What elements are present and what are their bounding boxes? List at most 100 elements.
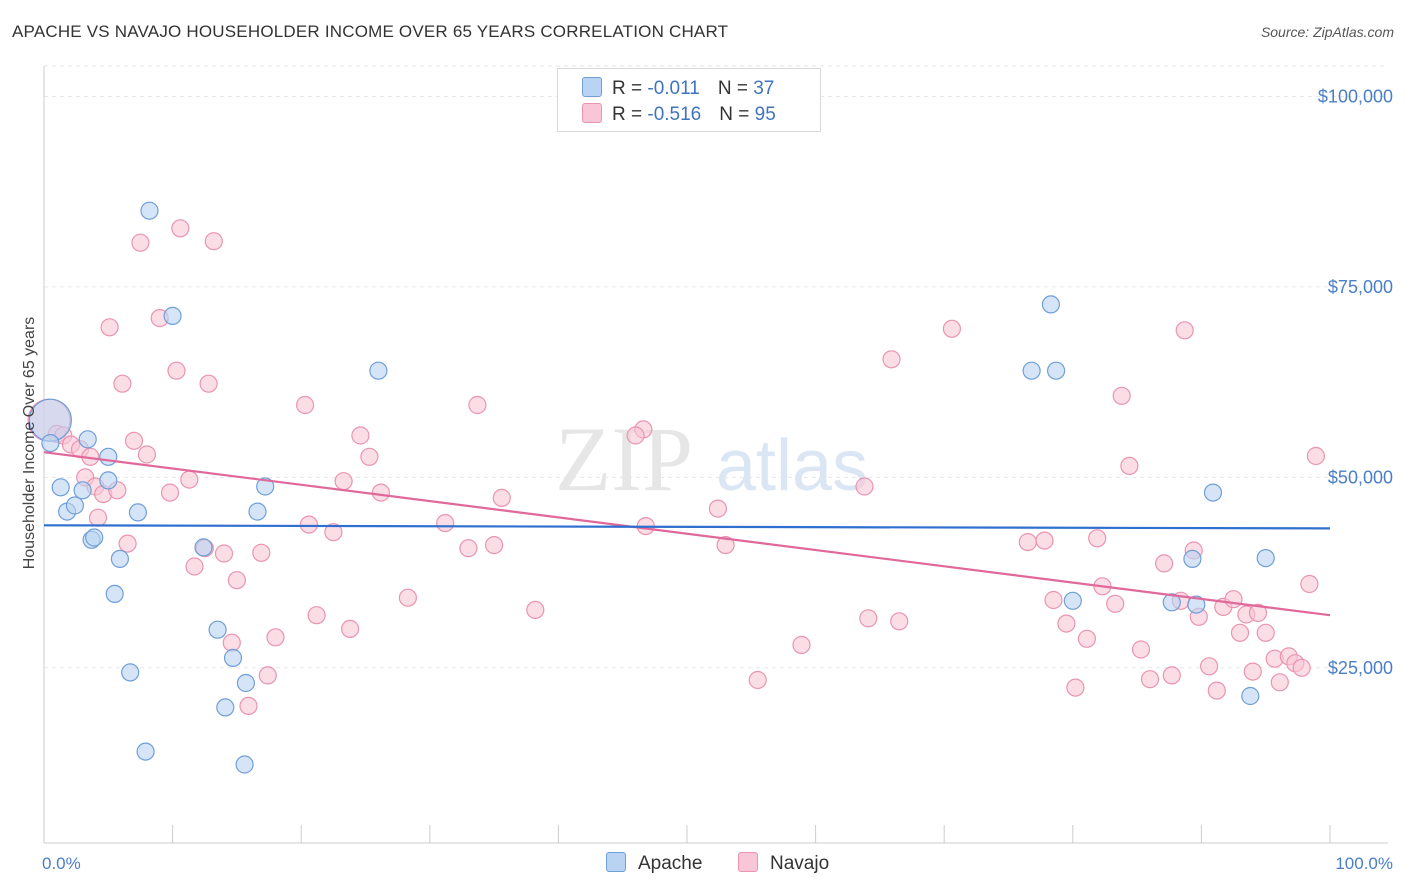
navajo-point bbox=[296, 395, 315, 415]
navajo-point bbox=[180, 470, 199, 489]
navajo-point bbox=[890, 612, 909, 631]
navajo-point bbox=[1207, 681, 1226, 700]
apache-point bbox=[235, 755, 254, 774]
apache-n-label: N = bbox=[717, 78, 754, 99]
apache-point bbox=[208, 620, 227, 639]
navajo-point bbox=[1120, 456, 1139, 475]
navajo-point bbox=[1292, 658, 1311, 677]
navajo-swatch bbox=[582, 103, 602, 123]
navajo-point bbox=[239, 696, 258, 716]
trend-lines bbox=[43, 451, 1331, 617]
navajo-point bbox=[748, 670, 767, 690]
navajo-point bbox=[468, 395, 487, 415]
legend-row-navajo: R = -0.516 N = 95 bbox=[582, 103, 776, 127]
navajo-point bbox=[299, 515, 318, 534]
apache-point bbox=[1063, 591, 1082, 610]
navajo-point bbox=[792, 635, 811, 655]
navajo-point bbox=[1140, 670, 1160, 689]
navajo-point bbox=[360, 447, 379, 466]
apache-point bbox=[140, 201, 159, 220]
y-tick-label: $25,000 bbox=[1328, 658, 1393, 678]
navajo-point bbox=[882, 350, 901, 369]
y-tick-label: $100,000 bbox=[1318, 86, 1393, 106]
apache-point bbox=[85, 528, 104, 547]
y-tick-labels: $25,000 $50,000 $75,000 $100,000 bbox=[1318, 86, 1393, 677]
navajo-point bbox=[1018, 532, 1037, 552]
apache-point bbox=[128, 503, 147, 522]
navajo-point bbox=[137, 445, 156, 464]
navajo-point bbox=[199, 374, 218, 393]
navajo-point bbox=[716, 535, 735, 555]
navajo-point bbox=[1270, 673, 1289, 692]
legend-row-apache: R = -0.011 N = 37 bbox=[582, 77, 774, 101]
source-label: Source: ZipAtlas.com bbox=[1260, 24, 1394, 40]
navajo-point bbox=[204, 232, 223, 251]
y-tick-label: $75,000 bbox=[1328, 277, 1393, 297]
navajo-point bbox=[855, 477, 874, 496]
navajo-point bbox=[307, 606, 326, 625]
navajo-point bbox=[124, 431, 144, 450]
navajo-point bbox=[252, 543, 271, 562]
x-tick-label-min: 0.0% bbox=[42, 854, 81, 873]
navajo-point bbox=[1154, 554, 1174, 573]
navajo-point bbox=[222, 633, 241, 652]
navajo-point bbox=[942, 319, 962, 338]
navajo-point bbox=[214, 544, 234, 563]
apache-point bbox=[223, 648, 243, 668]
bottom-legend-navajo: Navajo bbox=[738, 852, 829, 875]
x-tick-label-max: 100.0% bbox=[1335, 854, 1393, 873]
y-tick-label: $50,000 bbox=[1328, 467, 1393, 487]
bottom-apache-label: Apache bbox=[638, 853, 703, 874]
navajo-point bbox=[1077, 629, 1097, 648]
navajo-point bbox=[485, 535, 504, 555]
apache-r-label: R = bbox=[612, 78, 648, 99]
apache-point bbox=[1203, 483, 1223, 502]
navajo-point bbox=[118, 534, 137, 553]
navajo-point bbox=[1256, 623, 1275, 642]
apache-swatch bbox=[582, 77, 602, 97]
navajo-point bbox=[1248, 603, 1268, 623]
navajo-point bbox=[1112, 386, 1131, 405]
navajo-point bbox=[708, 499, 728, 518]
apache-point bbox=[1046, 361, 1066, 380]
apache-trend-line bbox=[43, 524, 1331, 530]
navajo-r-value: -0.516 bbox=[647, 104, 702, 125]
apache-point bbox=[105, 584, 124, 604]
apache-point bbox=[110, 549, 130, 569]
navajo-point bbox=[258, 666, 277, 685]
navajo-point bbox=[371, 483, 390, 502]
navajo-point bbox=[436, 513, 455, 533]
apache-point bbox=[99, 447, 118, 466]
navajo-point bbox=[459, 539, 478, 558]
navajo-point bbox=[1088, 529, 1107, 548]
apache-series bbox=[28, 201, 1275, 774]
apache-point bbox=[1183, 549, 1202, 569]
navajo-point bbox=[100, 318, 119, 337]
apache-point bbox=[78, 430, 97, 449]
navajo-point bbox=[341, 619, 360, 639]
navajo-point bbox=[324, 523, 343, 542]
watermark-atlas: atlas bbox=[716, 426, 868, 506]
apache-point bbox=[236, 673, 255, 693]
navajo-point bbox=[171, 219, 190, 238]
navajo-trend-line bbox=[43, 451, 1331, 617]
navajo-point bbox=[1035, 531, 1054, 550]
navajo-point bbox=[88, 508, 108, 527]
x-tick-labels: 0.0% 100.0% bbox=[42, 854, 1393, 873]
navajo-point bbox=[131, 233, 150, 252]
navajo-r-label: R = bbox=[612, 104, 648, 125]
apache-point bbox=[1187, 595, 1206, 614]
apache-point bbox=[248, 502, 267, 521]
apache-point bbox=[136, 742, 155, 761]
navajo-point bbox=[1199, 657, 1219, 676]
bottom-apache-swatch bbox=[606, 852, 626, 872]
bottom-navajo-swatch bbox=[738, 852, 758, 872]
navajo-point bbox=[185, 557, 204, 576]
gridlines bbox=[44, 65, 1388, 669]
apache-point bbox=[1022, 361, 1041, 380]
y-axis-label: Householder Income Over 65 years bbox=[21, 317, 38, 570]
navajo-point bbox=[1044, 590, 1063, 610]
correlation-legend: R = -0.011 N = 37 R = -0.516 N = 95 bbox=[557, 68, 821, 132]
bottom-legend-apache: Apache bbox=[606, 852, 702, 875]
navajo-point bbox=[1230, 623, 1250, 642]
